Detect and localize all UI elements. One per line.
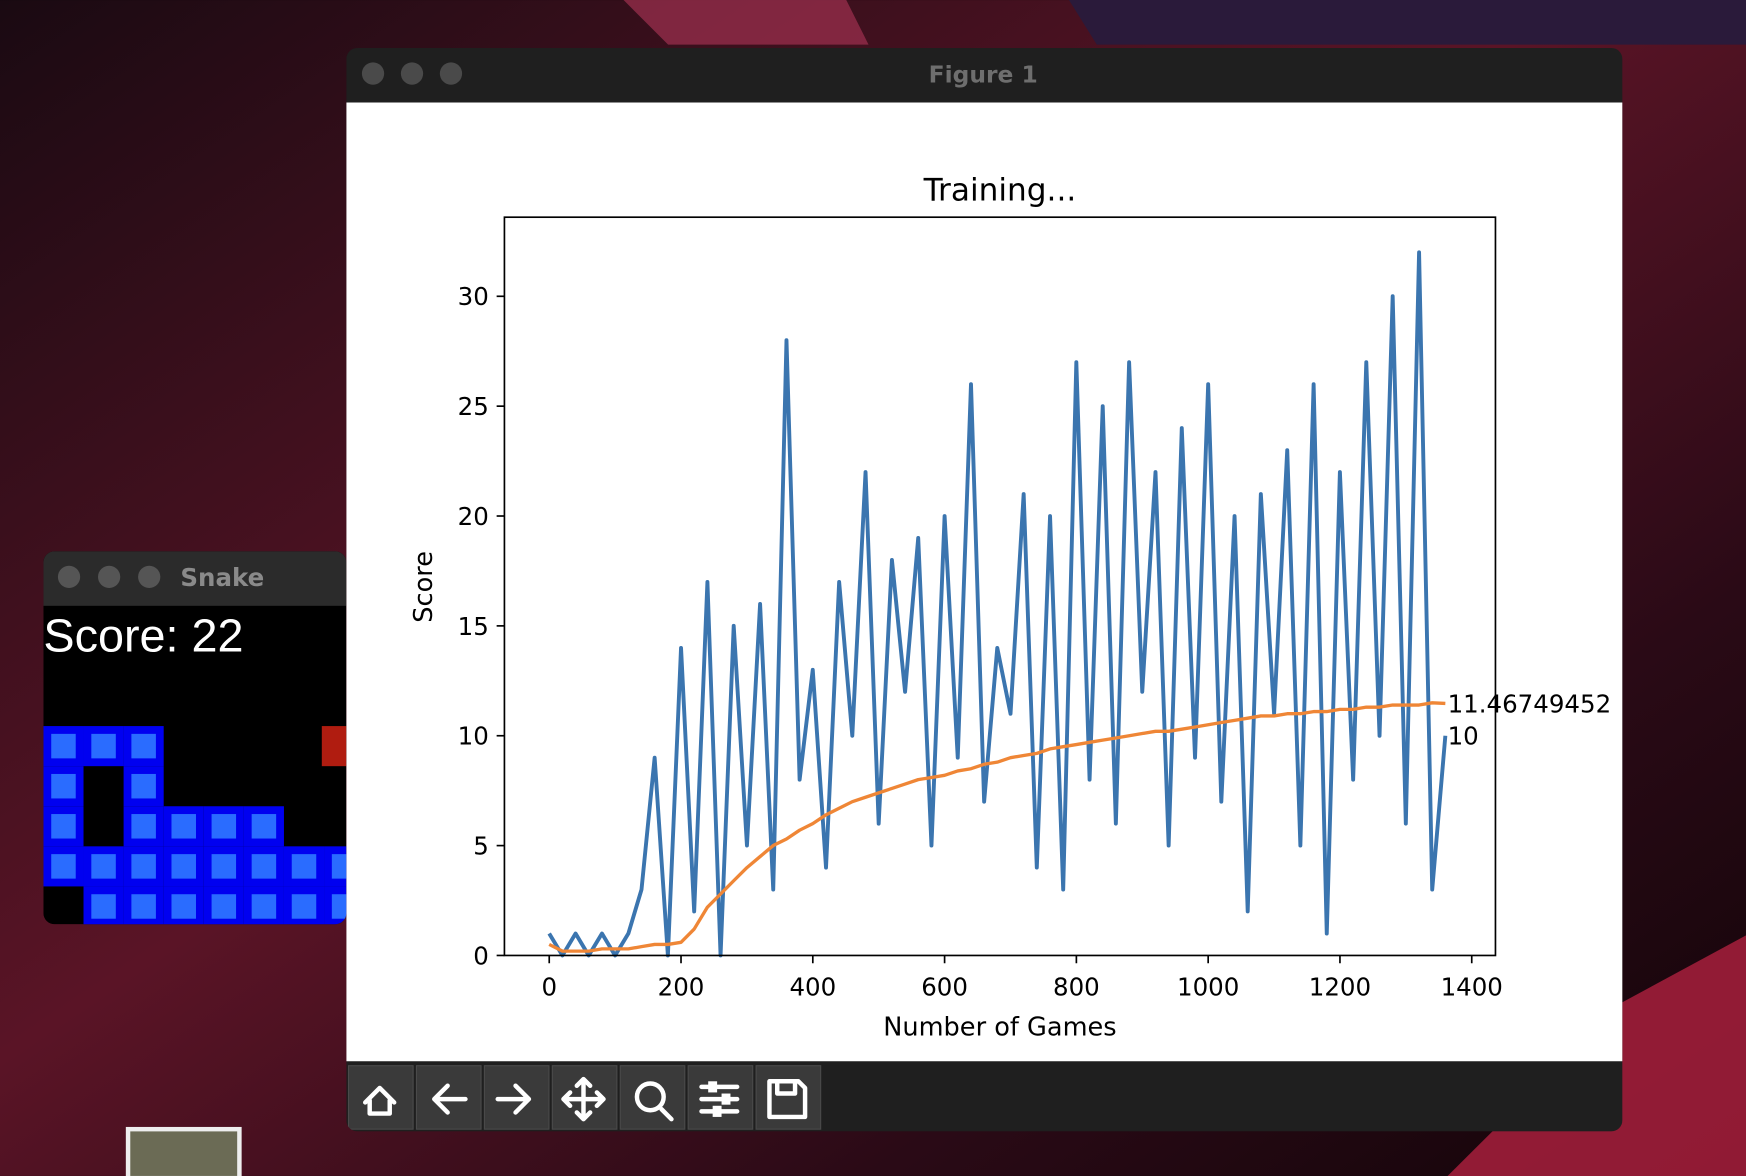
- zoom-icon: [659, 1106, 674, 1122]
- y-tick-label: 25: [458, 392, 489, 421]
- save-button[interactable]: [755, 1065, 822, 1130]
- slider-knob: [708, 1081, 718, 1093]
- snake-body: [43, 726, 347, 925]
- x-axis-label: Number of Games: [883, 1013, 1116, 1043]
- snake-segment-inner: [171, 854, 196, 879]
- annotation: 10: [1448, 722, 1479, 751]
- snake-segment-inner: [211, 854, 237, 879]
- snake-segment-inner: [131, 773, 156, 799]
- snake-segment-inner: [91, 733, 116, 759]
- snake-segment-inner: [51, 814, 76, 839]
- forward-icon: [495, 1083, 532, 1115]
- x-tick-label: 0: [541, 973, 557, 1002]
- wallpaper-streak: [1068, 0, 1746, 45]
- y-tick-label: 10: [458, 722, 489, 751]
- y-tick-label: 20: [458, 502, 489, 531]
- toolbar: [347, 1065, 822, 1130]
- x-tick-label: 600: [921, 973, 968, 1002]
- x-tick-label: 400: [789, 973, 836, 1002]
- slider-knob: [721, 1093, 731, 1105]
- snake-segment-inner: [251, 854, 277, 879]
- figure-window: Figure 1 Training... Number of Games Sco…: [346, 47, 1623, 1132]
- slider-knob: [712, 1105, 722, 1117]
- wallpaper-streak: [623, 0, 869, 45]
- x-tick-label: 1000: [1177, 973, 1239, 1002]
- snake-window: Snake Score: 22: [43, 551, 347, 925]
- home-icon: [363, 1085, 397, 1116]
- snake-title: Snake: [180, 563, 264, 592]
- snake-titlebar: [43, 551, 347, 606]
- x-tick-label: 800: [1053, 973, 1100, 1002]
- snake-segment-inner: [331, 854, 347, 879]
- snake-segment-inner: [331, 894, 347, 919]
- snake-segment-inner: [131, 854, 156, 879]
- snake-segment-inner: [251, 814, 277, 839]
- zoom-button[interactable]: [138, 565, 161, 588]
- save-icon: [767, 1079, 808, 1120]
- y-tick-label: 0: [473, 941, 489, 970]
- snake-segment-inner: [251, 894, 277, 919]
- snake-score: Score: 22: [43, 609, 243, 661]
- y-axis-label: Score: [409, 551, 439, 623]
- close-button[interactable]: [361, 62, 385, 85]
- snake-segment-inner: [51, 854, 76, 879]
- snake-food: [321, 726, 347, 767]
- snake-segment-inner: [51, 733, 76, 759]
- minimize-button[interactable]: [400, 62, 424, 85]
- chart-title: Training...: [923, 172, 1077, 208]
- snake-segment-inner: [171, 814, 196, 839]
- y-tick-label: 5: [473, 832, 489, 861]
- series-line: [548, 701, 1446, 953]
- snake-segment-inner: [171, 894, 196, 919]
- close-button[interactable]: [57, 565, 81, 588]
- x-tick-label: 200: [658, 973, 705, 1002]
- snake-segment-inner: [91, 854, 116, 879]
- y-tick-label: 15: [458, 612, 489, 641]
- back-icon: [432, 1083, 468, 1115]
- snake-segment-inner: [291, 894, 317, 919]
- minimize-button[interactable]: [97, 565, 121, 588]
- snake-segment-inner: [131, 733, 156, 759]
- zoom-icon-lens: [634, 1081, 666, 1113]
- annotation: 11.46749452: [1448, 689, 1612, 718]
- snake-segment-inner: [291, 854, 317, 879]
- window-title: Figure 1: [929, 60, 1038, 88]
- snake-segment-inner: [131, 894, 156, 919]
- snake-segment-inner: [51, 773, 76, 799]
- zoom-button[interactable]: [439, 62, 463, 85]
- pan-icon: [561, 1076, 606, 1122]
- snake-segment-inner: [131, 814, 156, 839]
- snake-segment-inner: [91, 894, 116, 919]
- snake-segment-inner: [211, 814, 237, 839]
- snake-segment-inner: [211, 894, 237, 919]
- zoom-button[interactable]: [619, 1065, 686, 1130]
- x-tick-label: 1400: [1441, 973, 1503, 1002]
- thumbnail-image: [130, 1131, 238, 1176]
- home-button[interactable]: [347, 1065, 414, 1130]
- figure-canvas: [346, 102, 1623, 1062]
- x-tick-label: 1200: [1309, 973, 1371, 1002]
- plot: Training... Number of Games Score 0 200 40…: [409, 172, 1611, 1042]
- axes-frame: [503, 216, 1497, 957]
- y-tick-label: 30: [458, 282, 489, 311]
